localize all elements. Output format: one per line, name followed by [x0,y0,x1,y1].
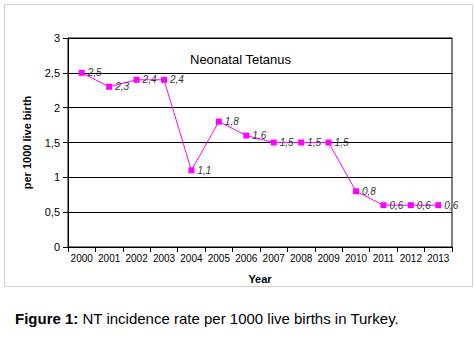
svg-text:2,5: 2,5 [87,67,102,78]
svg-text:3: 3 [54,32,60,44]
svg-text:2000: 2000 [71,253,94,264]
svg-text:0,6: 0,6 [417,200,431,211]
svg-text:1,5: 1,5 [335,137,349,148]
svg-text:Figure 1:: Figure 1: [15,310,78,327]
svg-text:0,6: 0,6 [389,200,403,211]
svg-text:2008: 2008 [290,253,313,264]
svg-text:2004: 2004 [180,253,203,264]
svg-text:2003: 2003 [153,253,176,264]
svg-text:2001: 2001 [98,253,121,264]
svg-text:1,5: 1,5 [307,137,321,148]
svg-text:0: 0 [54,241,60,253]
svg-text:Neonatal Tetanus: Neonatal Tetanus [190,52,291,67]
svg-text:2010: 2010 [345,253,368,264]
svg-text:per 1000 live birth: per 1000 live birth [21,95,33,189]
svg-text:2,4: 2,4 [169,74,184,85]
svg-text:1: 1 [54,171,60,183]
svg-text:2013: 2013 [427,253,450,264]
svg-text:2002: 2002 [125,253,148,264]
svg-text:2005: 2005 [208,253,231,264]
svg-text:NT incidence rate per 1000 liv: NT incidence rate per 1000 live births i… [78,310,398,327]
svg-text:1,1: 1,1 [197,165,211,176]
svg-text:2011: 2011 [373,253,395,264]
svg-text:0,8: 0,8 [362,186,376,197]
svg-text:2,4: 2,4 [142,74,157,85]
svg-text:1,5: 1,5 [280,137,294,148]
svg-text:2: 2 [54,102,60,114]
svg-text:2009: 2009 [317,253,340,264]
svg-text:2006: 2006 [235,253,258,264]
svg-text:Year: Year [248,273,272,285]
svg-text:1,8: 1,8 [225,116,239,127]
svg-text:1,6: 1,6 [252,130,266,141]
svg-text:2,5: 2,5 [45,67,60,79]
svg-text:0,6: 0,6 [444,200,458,211]
svg-text:2012: 2012 [400,253,423,264]
svg-text:2007: 2007 [263,253,286,264]
svg-text:2,3: 2,3 [114,81,129,92]
svg-text:1,5: 1,5 [45,137,60,149]
svg-text:0,5: 0,5 [45,206,60,218]
